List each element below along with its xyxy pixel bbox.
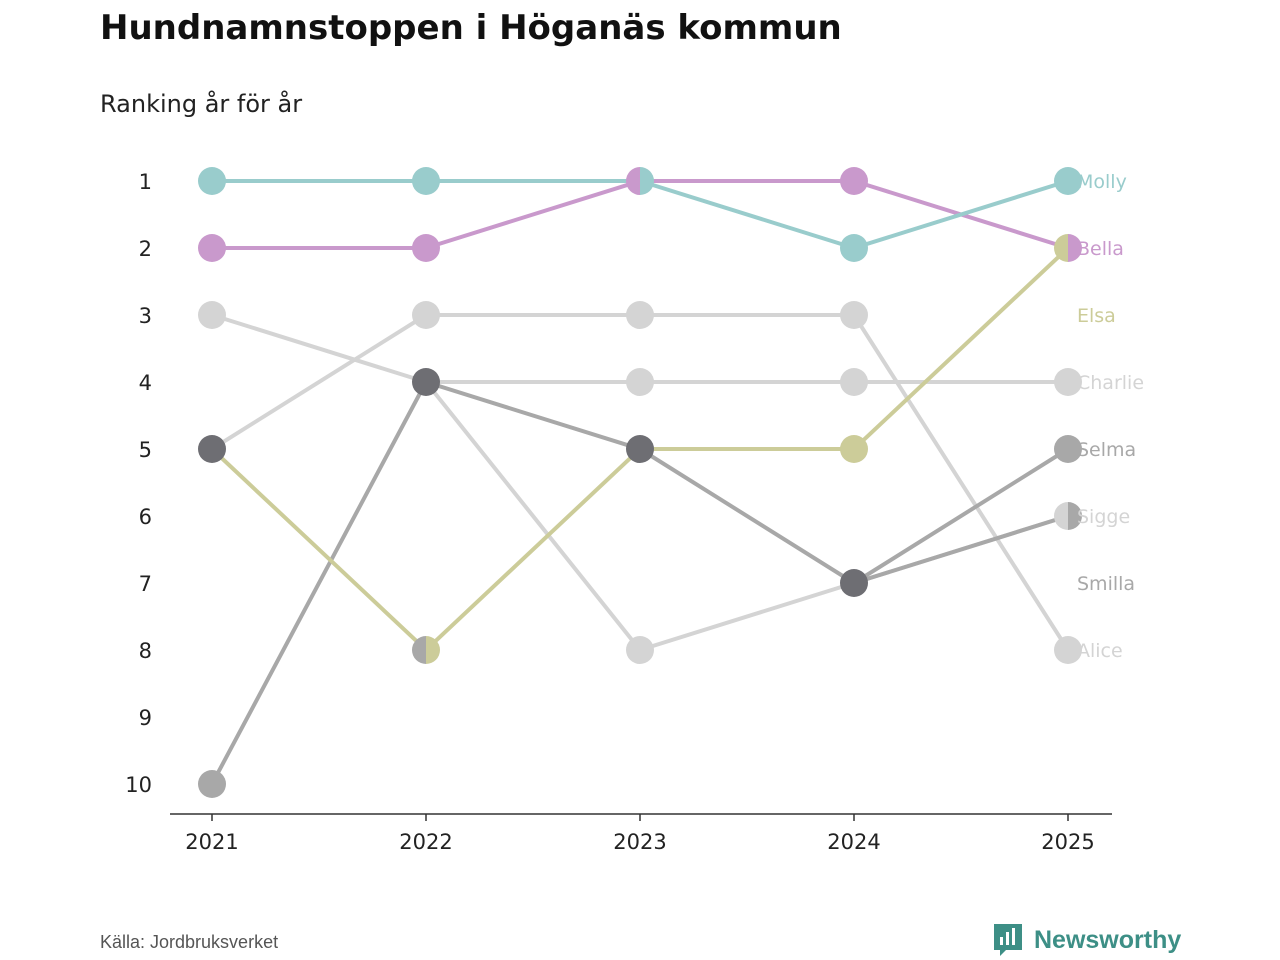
marker-2022-rank-1-molly	[412, 167, 440, 195]
newsworthy-logo-icon	[994, 924, 1022, 956]
marker-2023-rank-1-right	[640, 167, 654, 195]
x-tick-label-2025: 2025	[1041, 830, 1094, 854]
y-tick-label-2: 2	[139, 237, 152, 261]
marker-2025-rank-2-left	[1054, 234, 1068, 262]
end-label-bella: Bella	[1077, 238, 1124, 260]
marker-2023-rank-4-charlie	[626, 368, 654, 396]
x-tick-label-2024: 2024	[827, 830, 880, 854]
y-tick-label-4: 4	[139, 371, 152, 395]
marker-2023-rank-5	[626, 435, 654, 463]
brand-logo[interactable]: Newsworthy	[992, 922, 1181, 958]
end-label-smilla: Smilla	[1077, 573, 1135, 595]
y-tick-label-5: 5	[139, 438, 152, 462]
marker-2024-rank-3-alice	[840, 301, 868, 329]
end-label-sigge: Sigge	[1077, 506, 1130, 528]
y-tick-label-3: 3	[139, 304, 152, 328]
x-tick-label-2022: 2022	[399, 830, 452, 854]
marker-2025-rank-4-charlie	[1054, 368, 1082, 396]
marker-2025-rank-2-right	[1068, 234, 1082, 262]
series-lines	[210, 179, 1070, 786]
marker-2021-rank-10-smilla	[198, 770, 226, 798]
y-tick-label-10: 10	[125, 773, 152, 797]
marker-2021-rank-3-charlie	[198, 301, 226, 329]
series-markers	[198, 167, 1082, 798]
marker-2022-rank-3-alice	[412, 301, 440, 329]
marker-2025-rank-6-right	[1068, 502, 1082, 530]
marker-2024-rank-1-bella	[840, 167, 868, 195]
marker-2024-rank-2-molly	[840, 234, 868, 262]
end-label-molly: Molly	[1077, 171, 1127, 193]
marker-2025-rank-1-molly	[1054, 167, 1082, 195]
end-label-selma: Selma	[1077, 439, 1136, 461]
marker-2024-rank-5-elsa	[840, 435, 868, 463]
bump-chart: Molly Bella Elsa Charlie Selma Sigge Smilla Ali…	[125, 167, 1144, 854]
marker-2021-rank-2-bella	[198, 234, 226, 262]
brand-name: Newsworthy	[1034, 925, 1182, 954]
end-labels: Molly Bella Elsa Charlie Selma Sigge Smilla Ali…	[1077, 171, 1144, 662]
y-tick-label-1: 1	[139, 170, 152, 194]
series-line-selma	[852, 447, 1070, 585]
y-tick-label-6: 6	[139, 505, 152, 529]
y-tick-label-7: 7	[139, 572, 152, 596]
marker-2023-rank-1-left	[626, 167, 640, 195]
marker-2023-rank-3-alice	[626, 301, 654, 329]
x-tick-label-2021: 2021	[185, 830, 238, 854]
end-label-charlie: Charlie	[1077, 372, 1144, 394]
marker-2021-rank-5	[198, 435, 226, 463]
marker-2023-rank-8-sigge	[626, 636, 654, 664]
marker-2025-rank-8-alice	[1054, 636, 1082, 664]
marker-2022-rank-4	[412, 368, 440, 396]
x-tick-label-2023: 2023	[613, 830, 666, 854]
marker-2024-rank-7	[840, 569, 868, 597]
y-tick-label-9: 9	[139, 706, 152, 730]
marker-2025-rank-5-selma	[1054, 435, 1082, 463]
marker-2024-rank-4-charlie	[840, 368, 868, 396]
source-note: Källa: Jordbruksverket	[100, 932, 279, 952]
marker-2022-rank-8-left	[412, 636, 426, 664]
series-line-alice	[210, 313, 1070, 652]
marker-2025-rank-6-left	[1054, 502, 1068, 530]
chart-subtitle: Ranking år för år	[100, 90, 303, 118]
marker-2021-rank-1-molly	[198, 167, 226, 195]
marker-2022-rank-2-bella	[412, 234, 440, 262]
end-label-elsa: Elsa	[1077, 305, 1116, 327]
y-tick-label-8: 8	[139, 639, 152, 663]
marker-2022-rank-8-right	[426, 636, 440, 664]
end-label-alice: Alice	[1077, 640, 1123, 662]
chart-title: Hundnamnstoppen i Höganäs kommun	[100, 8, 842, 48]
axes: 1 2 3 4 5 6 7 8 9 10 2021 2022 2023 2024 2025	[125, 170, 1112, 854]
